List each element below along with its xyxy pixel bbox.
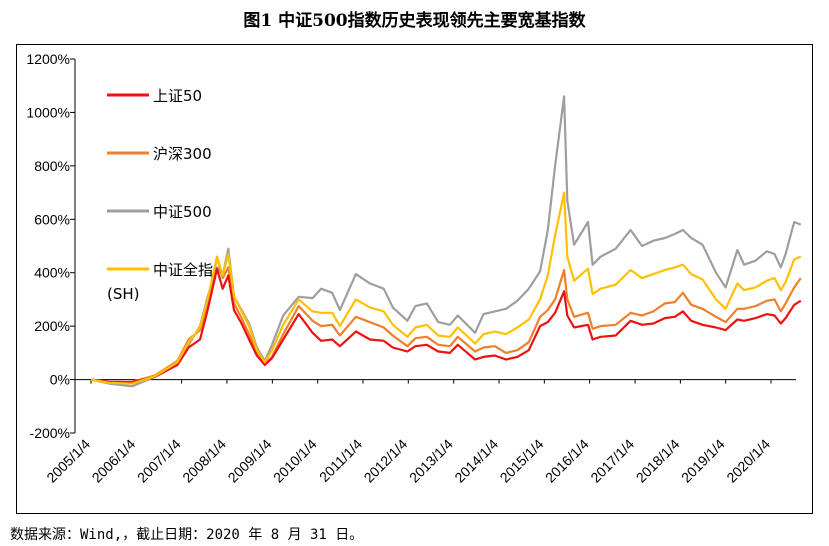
y-tick-label: 0% (50, 372, 70, 388)
x-tick-label: 2014/1/4 (451, 436, 501, 486)
legend-label-cont: (SH) (107, 285, 140, 303)
y-tick-label: 200% (34, 318, 70, 334)
legend-label: 中证500 (153, 203, 212, 221)
x-tick-label: 2010/1/4 (270, 436, 320, 486)
x-tick-label: 2018/1/4 (633, 436, 683, 486)
source-note: 数据来源：Wind,，截止日期：2020 年 8 月 31 日。 (10, 527, 364, 543)
legend-label: 沪深300 (153, 145, 212, 163)
series-line-3 (90, 191, 802, 385)
y-tick-label: 1000% (26, 104, 70, 120)
x-tick-label: 2009/1/4 (225, 436, 275, 486)
legend-label: 中证全指 (153, 261, 213, 279)
x-tick-label: 2007/1/4 (134, 436, 184, 486)
y-tick-label: -200% (30, 425, 70, 441)
chart-title: 图1 中证500指数历史表现领先主要宽基指数 (243, 11, 586, 31)
y-tick-label: 400% (34, 265, 70, 281)
legend-label: 上证50 (153, 87, 202, 105)
series-line-0 (90, 267, 802, 384)
x-tick-label: 2012/1/4 (361, 436, 411, 486)
x-tick-label: 2015/1/4 (497, 436, 547, 486)
x-tick-label: 2013/1/4 (406, 436, 456, 486)
x-tick-label: 2008/1/4 (179, 436, 229, 486)
y-tick-label: 1200% (26, 51, 70, 67)
line-chart: -200% 0% 200% 400% 600% 800% 1000% 1200% 2005/1/… (26, 51, 802, 486)
chart-frame: -200% 0% 200% 400% 600% 800% 1000% 1200% 2005/1/… (16, 44, 813, 514)
x-tick-label: 2017/1/4 (587, 436, 637, 486)
x-tick-label: 2011/1/4 (316, 436, 365, 485)
x-tick-label: 2016/1/4 (542, 436, 592, 486)
series-line-2 (90, 95, 802, 388)
x-tick-label: 2006/1/4 (89, 436, 139, 486)
x-tick-label: 2019/1/4 (678, 436, 728, 486)
y-tick-label: 600% (34, 211, 70, 227)
y-tick-label: 800% (34, 158, 70, 174)
x-tick-label: 2020/1/4 (723, 436, 773, 486)
series-line-1 (90, 255, 802, 384)
x-tick-label: 2005/1/4 (43, 436, 93, 486)
